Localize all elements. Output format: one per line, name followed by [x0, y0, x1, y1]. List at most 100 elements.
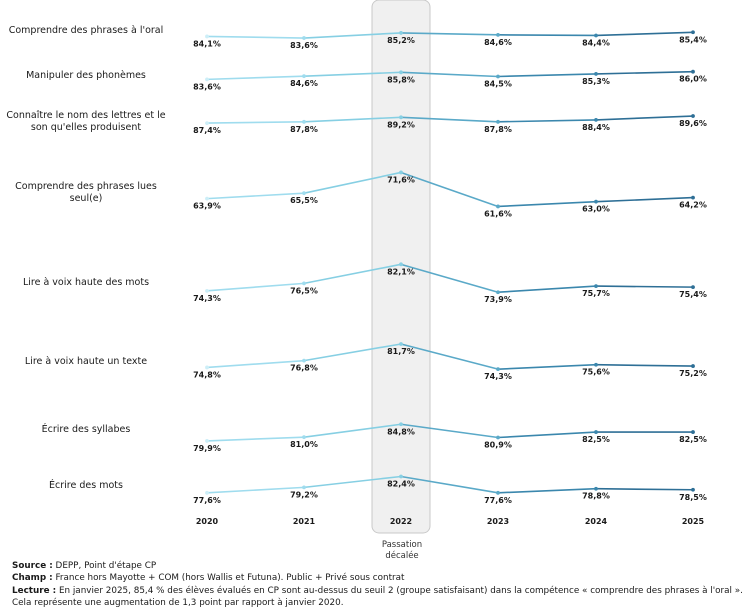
data-point	[691, 195, 695, 200]
series-line-segment	[497, 34, 597, 37]
series-line-segment	[595, 487, 694, 491]
data-label: 78,8%	[582, 492, 610, 501]
data-point	[302, 358, 306, 363]
series-line-segment	[303, 263, 402, 285]
data-point	[496, 74, 500, 79]
data-label: 75,2%	[679, 369, 707, 378]
series-line-segment	[497, 119, 597, 123]
series-line-segment	[303, 171, 402, 194]
data-label: 76,5%	[290, 286, 318, 295]
series-line-segment	[595, 196, 694, 203]
footer: Source : DEPP, Point d'étape CP Champ : …	[12, 560, 752, 609]
data-point	[302, 119, 306, 124]
series-line-segment	[400, 263, 499, 293]
row-label: Manipuler des phonèmes	[26, 70, 146, 81]
series-line-segment	[206, 359, 305, 369]
row-label: Comprendre des phrases lues seul(e)	[15, 181, 157, 204]
data-point	[594, 362, 598, 367]
data-label: 61,6%	[484, 209, 512, 218]
data-point	[594, 117, 598, 122]
data-label: 84,5%	[484, 80, 512, 89]
data-point	[594, 33, 598, 38]
data-label: 88,4%	[582, 123, 610, 132]
lecture-line: Lecture : En janvier 2025, 85,4 % des él…	[12, 585, 752, 610]
data-label: 87,4%	[193, 126, 221, 135]
data-label: 89,6%	[679, 119, 707, 128]
champ-label: Champ :	[12, 573, 53, 584]
data-label: 74,3%	[193, 294, 221, 303]
data-label: 84,8%	[387, 427, 415, 436]
row-label: Lire à voix haute un texte	[24, 356, 148, 367]
data-label: 75,4%	[679, 290, 707, 299]
data-point	[496, 204, 500, 209]
data-point	[205, 490, 209, 495]
chart-svg: 84,1% 83,6% 85,2% 84,6% 84,4% 85,4% 83,6% 84,6%…	[193, 0, 707, 534]
x-tick-label: 2023	[486, 517, 510, 526]
data-point	[205, 196, 209, 201]
data-label: 81,7%	[387, 347, 415, 356]
data-point	[399, 342, 403, 346]
data-point	[691, 285, 695, 290]
data-label: 84,6%	[484, 38, 512, 47]
series-line-segment	[400, 423, 499, 439]
series-line-segment	[206, 121, 305, 124]
data-label: 63,9%	[193, 202, 221, 211]
data-label: 84,1%	[193, 39, 221, 48]
data-point	[302, 485, 306, 490]
data-point	[594, 72, 598, 76]
series-line-segment	[206, 192, 305, 200]
x-tick-label: 2024	[584, 517, 608, 526]
data-label: 86,0%	[679, 75, 707, 84]
series-line-segment	[303, 475, 402, 489]
x-tick-label: 2022	[389, 517, 413, 526]
row-label: Écrire des syllabes	[41, 424, 131, 435]
series-line-segment	[595, 31, 694, 37]
data-label: 84,4%	[582, 39, 610, 48]
data-label: 82,5%	[679, 435, 707, 444]
data-point	[594, 199, 598, 204]
data-point	[302, 36, 306, 40]
data-label: 74,8%	[193, 370, 221, 379]
row-label: Connaître le nom des lettres et le son q…	[6, 110, 166, 133]
data-point	[205, 365, 209, 370]
row-label: Comprendre des phrases à l'oral	[8, 25, 164, 36]
data-point	[302, 435, 306, 440]
data-point	[594, 284, 598, 288]
highlight-note: Passation décalée	[381, 540, 423, 561]
row-label: Écrire des mots	[49, 480, 123, 491]
data-label: 82,4%	[387, 480, 415, 489]
data-label: 84,6%	[290, 79, 318, 88]
data-label: 77,6%	[484, 496, 512, 505]
series-line-segment	[303, 423, 402, 438]
data-label: 74,3%	[484, 372, 512, 381]
data-point	[496, 119, 500, 124]
series-line-segment	[400, 171, 499, 208]
data-label: 85,4%	[679, 35, 707, 44]
series-line-segment	[497, 285, 597, 294]
data-point	[496, 290, 500, 295]
series-line-segment	[497, 363, 597, 370]
data-label: 85,2%	[387, 36, 415, 45]
data-point	[496, 435, 500, 440]
data-label: 87,8%	[484, 125, 512, 134]
series-line-segment	[595, 285, 694, 288]
series-line-segment	[497, 431, 597, 439]
champ-line: Champ : France hors Mayotte + COM (hors …	[12, 572, 752, 584]
champ-text: France hors Mayotte + COM (hors Wallis e…	[55, 573, 405, 584]
data-labels: 84,1% 83,6% 85,2% 84,6% 84,4% 85,4% 83,6% 84,6%…	[193, 35, 707, 505]
data-point	[399, 115, 403, 120]
data-point	[205, 439, 209, 443]
data-point	[496, 32, 500, 37]
data-point	[205, 34, 209, 39]
series-line-segment	[206, 436, 305, 442]
series-line-segment	[595, 115, 694, 121]
series-line-segment	[497, 73, 597, 78]
series-line-segment	[206, 75, 305, 81]
data-point	[691, 30, 695, 35]
data-label: 80,9%	[484, 441, 512, 450]
data-point	[691, 114, 695, 118]
x-tick-label: 2025	[681, 517, 705, 526]
data-point	[399, 70, 403, 75]
series-line-segment	[303, 32, 402, 39]
series-line-segment	[400, 32, 499, 36]
